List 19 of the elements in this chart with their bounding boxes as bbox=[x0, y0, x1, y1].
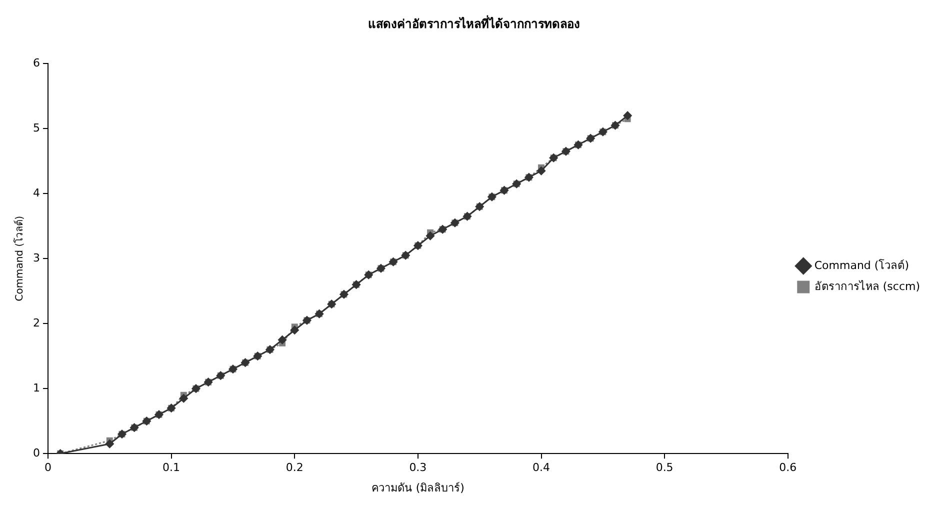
chart-title: แสดงค่าอัตราการไหลที่ได้จากการทดลอง bbox=[367, 14, 581, 33]
y-tick-label: 5 bbox=[33, 121, 40, 134]
x-tick-label: 0.4 bbox=[532, 461, 550, 474]
y-tick-label: 6 bbox=[33, 56, 40, 70]
legend-label: อัตราการไหล (sccm) bbox=[814, 280, 920, 293]
x-tick-label: 0.6 bbox=[779, 461, 797, 474]
y-tick-label: 0 bbox=[33, 446, 40, 460]
y-tick-label: 1 bbox=[33, 381, 40, 394]
x-tick-label: 0.3 bbox=[409, 461, 427, 474]
y-axis-title: Command (โวลต์) bbox=[12, 216, 26, 302]
y-tick-label: 3 bbox=[33, 251, 40, 264]
y-tick-label: 4 bbox=[33, 186, 40, 200]
x-tick-label: 0.2 bbox=[286, 461, 304, 474]
y-tick-label: 2 bbox=[33, 316, 40, 330]
x-axis-title: ความดัน (มิลลิบาร์) bbox=[371, 481, 464, 494]
x-tick-label: 0 bbox=[44, 461, 52, 474]
x-tick-label: 0.5 bbox=[656, 461, 674, 474]
x-tick-label: 0.1 bbox=[162, 461, 180, 474]
legend-label: Command (โวลต์) bbox=[814, 258, 910, 272]
